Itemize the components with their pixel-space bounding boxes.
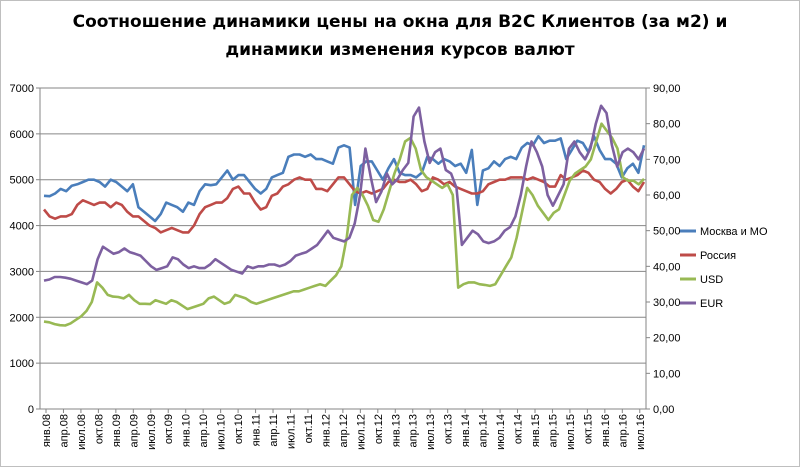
x-tick-label: июл.16 (635, 414, 647, 450)
x-tick-label: апр.12 (338, 414, 350, 447)
x-tick-label: янв.14 (460, 414, 472, 447)
left-tick-label: 1000 (10, 358, 34, 370)
left-tick-label: 5000 (10, 175, 34, 187)
x-tick-label: окт.12 (373, 414, 385, 444)
right-tick-label: 20,00 (653, 333, 681, 345)
right-tick-label: 80,00 (653, 119, 681, 131)
left-tick-label: 2000 (10, 312, 34, 324)
x-tick-label: апр.14 (478, 414, 490, 447)
x-tick-label: июл.11 (285, 414, 297, 449)
x-tick-label: янв.11 (251, 414, 263, 446)
right-tick-label: 30,00 (653, 297, 681, 309)
x-tick-label: июл.12 (355, 414, 367, 450)
grid-lines (40, 87, 646, 364)
x-axis-tick-labels: янв.08 апр.08 июл.08 окт.08 янв.09 апр.09 июл.… (41, 414, 647, 450)
left-tick-label: 7000 (10, 83, 34, 95)
right-tick-label: 70,00 (653, 154, 681, 166)
right-axis-tick-labels: 0,00 10,00 20,00 30,00 40,00 50,00 60,00 70,00 8… (653, 83, 681, 416)
x-tick-label: июл.08 (76, 414, 88, 450)
x-tick-label: июл.14 (495, 414, 507, 450)
series-line-moscow (43, 134, 646, 223)
right-tick-label: 60,00 (653, 190, 681, 202)
x-tick-label: июл.09 (146, 414, 158, 450)
right-tick-label: 40,00 (653, 261, 681, 273)
x-tick-label: июл.10 (216, 414, 228, 450)
chart-title-line-1: Соотношение динамики цены на окна для В2… (72, 12, 728, 32)
x-tick-label: янв.13 (390, 414, 402, 447)
right-tick-label: 50,00 (653, 226, 681, 238)
x-tick-label: июл.13 (425, 414, 437, 450)
x-tick-label: июл.15 (565, 414, 577, 450)
x-tick-label: апр.08 (58, 414, 70, 447)
left-tick-label: 0 (28, 404, 34, 416)
series-line-eur (43, 104, 646, 286)
x-tick-label: янв.12 (320, 414, 332, 447)
legend-label-russia: Россия (700, 250, 736, 262)
chart-title: Соотношение динамики цены на окна для В2… (0, 8, 800, 64)
x-tick-label: апр.13 (408, 414, 420, 447)
x-tick-label: янв.08 (41, 414, 53, 447)
series-lines (42, 104, 646, 327)
left-axis-tick-labels: 0 1000 2000 3000 4000 5000 6000 7000 (10, 83, 34, 416)
left-tick-label: 4000 (10, 221, 34, 233)
x-tick-label: янв.15 (530, 414, 542, 447)
x-tick-label: апр.09 (128, 414, 140, 447)
legend: Москва и МО Россия USD EUR (680, 226, 768, 310)
legend-label-moscow: Москва и МО (700, 226, 768, 238)
legend-label-usd: USD (700, 274, 723, 286)
right-tick-label: 0,00 (653, 404, 674, 416)
right-tick-label: 90,00 (653, 83, 681, 95)
x-tick-label: апр.16 (617, 414, 629, 447)
series-line-usd (43, 122, 645, 327)
x-tick-label: окт.08 (93, 414, 105, 444)
axes (36, 87, 650, 413)
right-tick-label: 10,00 (653, 368, 681, 380)
x-tick-label: окт.14 (513, 414, 525, 444)
x-tick-label: апр.10 (198, 414, 210, 447)
chart-title-line-2: динамики изменения курсов валют (225, 40, 575, 60)
x-tick-label: окт.10 (233, 414, 245, 444)
x-tick-label: окт.13 (443, 414, 455, 444)
x-tick-label: окт.15 (582, 414, 594, 444)
left-tick-label: 3000 (10, 266, 34, 278)
x-tick-label: окт.11 (303, 414, 315, 443)
x-tick-label: апр.11 (268, 414, 280, 447)
left-tick-label: 6000 (10, 129, 34, 141)
x-tick-label: окт.09 (163, 414, 175, 444)
legend-label-eur: EUR (700, 298, 723, 310)
x-tick-label: апр.15 (547, 414, 559, 447)
x-tick-label: янв.09 (111, 414, 123, 447)
x-tick-label: янв.10 (181, 414, 193, 447)
x-tick-label: янв.16 (600, 414, 612, 447)
